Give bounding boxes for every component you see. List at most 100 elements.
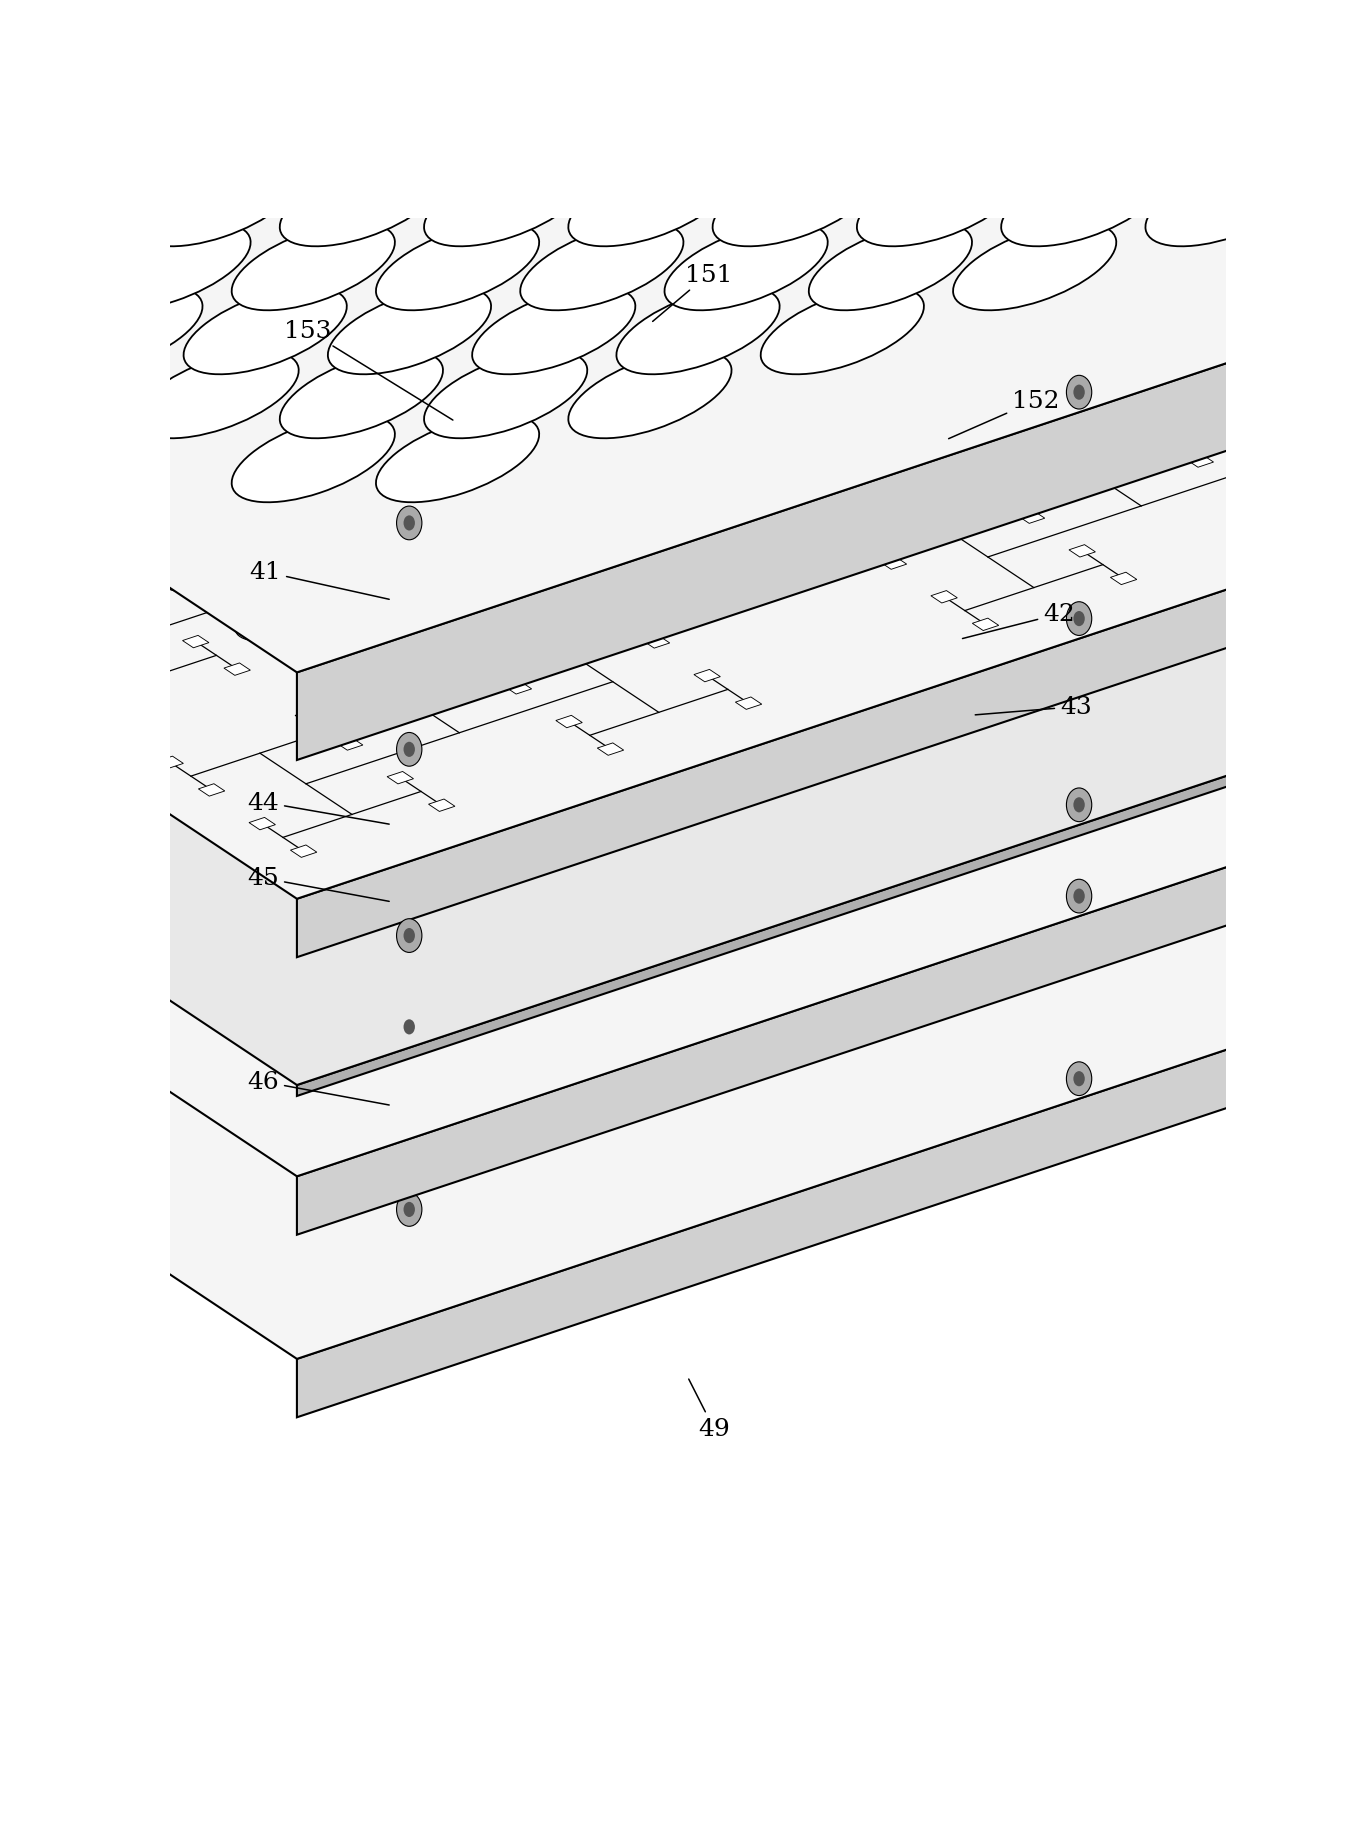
Ellipse shape	[197, 760, 312, 820]
Ellipse shape	[1046, 514, 1162, 576]
Ellipse shape	[752, 760, 866, 820]
Ellipse shape	[752, 613, 866, 675]
Polygon shape	[0, 18, 1362, 1085]
Ellipse shape	[419, 613, 534, 675]
Ellipse shape	[825, 237, 940, 299]
Ellipse shape	[665, 224, 828, 312]
Ellipse shape	[124, 434, 238, 494]
Polygon shape	[489, 534, 516, 547]
Ellipse shape	[346, 582, 460, 642]
Polygon shape	[1238, 489, 1264, 501]
Ellipse shape	[456, 582, 571, 642]
Ellipse shape	[383, 514, 497, 576]
Polygon shape	[972, 618, 998, 631]
Polygon shape	[635, 394, 661, 407]
Circle shape	[312, 565, 323, 580]
Ellipse shape	[161, 385, 275, 445]
Circle shape	[312, 292, 323, 306]
Polygon shape	[880, 558, 907, 571]
Ellipse shape	[789, 711, 903, 771]
Ellipse shape	[972, 188, 1087, 250]
Ellipse shape	[1231, 139, 1346, 201]
Ellipse shape	[383, 662, 497, 724]
Polygon shape	[223, 664, 251, 676]
Ellipse shape	[1231, 416, 1346, 478]
Ellipse shape	[567, 711, 681, 771]
Ellipse shape	[234, 859, 350, 919]
Ellipse shape	[603, 809, 718, 870]
Polygon shape	[0, 109, 1362, 1176]
Ellipse shape	[665, 33, 828, 118]
Text: 44: 44	[248, 791, 390, 824]
Polygon shape	[86, 709, 112, 722]
Circle shape	[981, 252, 993, 266]
Ellipse shape	[272, 385, 387, 445]
Polygon shape	[531, 561, 557, 574]
Ellipse shape	[936, 89, 1050, 151]
Polygon shape	[1284, 383, 1310, 394]
Ellipse shape	[346, 711, 460, 771]
Polygon shape	[296, 711, 321, 724]
Ellipse shape	[1194, 188, 1309, 250]
Ellipse shape	[825, 662, 940, 724]
Ellipse shape	[857, 160, 1020, 248]
Ellipse shape	[346, 859, 460, 919]
Ellipse shape	[50, 385, 165, 445]
Ellipse shape	[473, 97, 635, 182]
Ellipse shape	[678, 416, 793, 478]
Ellipse shape	[0, 97, 59, 182]
Ellipse shape	[530, 760, 644, 820]
Circle shape	[1073, 890, 1084, 904]
Ellipse shape	[232, 416, 395, 503]
Ellipse shape	[809, 33, 972, 118]
Ellipse shape	[39, 97, 203, 182]
Polygon shape	[351, 580, 377, 592]
Circle shape	[396, 1192, 422, 1227]
Ellipse shape	[899, 139, 1013, 201]
Ellipse shape	[272, 809, 387, 870]
Ellipse shape	[234, 434, 350, 494]
Ellipse shape	[640, 188, 756, 250]
Polygon shape	[813, 376, 840, 388]
Polygon shape	[1099, 292, 1362, 884]
Ellipse shape	[1268, 237, 1362, 299]
Ellipse shape	[493, 662, 607, 724]
Polygon shape	[0, 0, 1362, 899]
Circle shape	[304, 95, 330, 129]
Circle shape	[1073, 385, 1084, 401]
Ellipse shape	[752, 483, 866, 543]
Polygon shape	[1110, 572, 1137, 585]
Polygon shape	[772, 348, 798, 361]
Ellipse shape	[0, 224, 106, 312]
Polygon shape	[493, 777, 823, 902]
Ellipse shape	[972, 335, 1087, 396]
Ellipse shape	[1049, 97, 1212, 182]
Ellipse shape	[936, 662, 1050, 724]
Ellipse shape	[678, 711, 793, 771]
Ellipse shape	[1158, 514, 1272, 576]
Ellipse shape	[678, 139, 793, 201]
Ellipse shape	[424, 160, 587, 248]
Ellipse shape	[530, 465, 644, 527]
Ellipse shape	[640, 335, 756, 396]
Ellipse shape	[640, 760, 756, 820]
Ellipse shape	[328, 97, 492, 182]
Polygon shape	[676, 421, 701, 434]
Ellipse shape	[1046, 89, 1162, 151]
Ellipse shape	[1084, 613, 1199, 675]
Ellipse shape	[904, 97, 1068, 182]
Polygon shape	[301, 547, 327, 558]
Polygon shape	[439, 500, 466, 512]
Ellipse shape	[1098, 33, 1261, 118]
Polygon shape	[1145, 428, 1173, 441]
Ellipse shape	[383, 237, 497, 299]
Ellipse shape	[530, 613, 644, 675]
Polygon shape	[90, 574, 117, 587]
Ellipse shape	[309, 483, 424, 543]
Ellipse shape	[530, 188, 644, 250]
Polygon shape	[556, 716, 583, 729]
Ellipse shape	[568, 0, 731, 55]
Polygon shape	[735, 698, 761, 709]
Polygon shape	[865, 410, 891, 421]
Text: 151: 151	[652, 263, 733, 323]
